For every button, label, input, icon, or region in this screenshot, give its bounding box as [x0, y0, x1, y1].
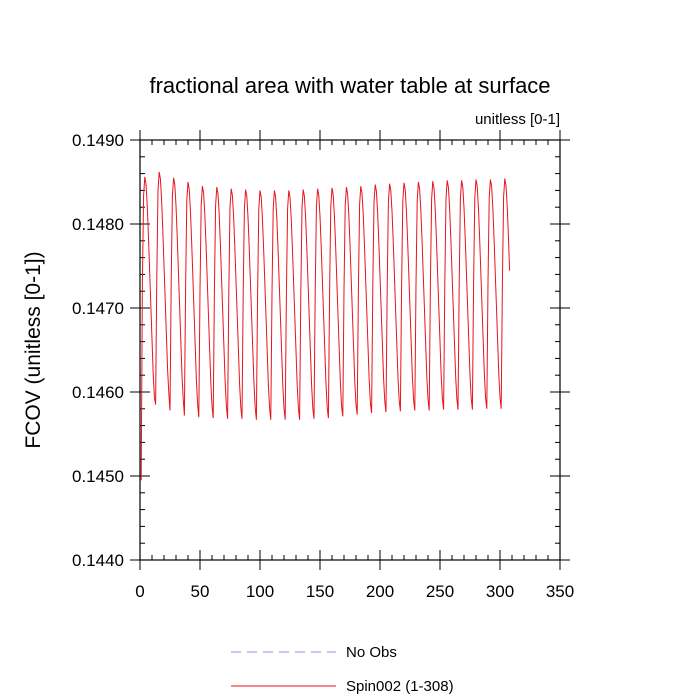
y-tick-label: 0.1480 [72, 215, 124, 234]
y-tick-label: 0.1440 [72, 551, 124, 570]
chart-title: fractional area with water table at surf… [149, 73, 550, 98]
y-tick-label: 0.1460 [72, 383, 124, 402]
chart-subtitle: unitless [0-1] [475, 111, 560, 128]
legend: No Obs Spin002 (1-308) [231, 644, 454, 695]
y-tick-label: 0.1470 [72, 299, 124, 318]
legend-label-spin002: Spin002 (1-308) [346, 678, 454, 695]
y-axis: 0.1440 0.1450 0.1460 0.1470 0.1480 0.1490 [72, 131, 570, 570]
y-axis-label: FCOV (unitless [0-1]) [22, 251, 45, 448]
legend-label-no-obs: No Obs [346, 644, 397, 661]
plot-border [139, 139, 561, 561]
x-tick-label: 100 [246, 582, 274, 601]
x-tick-label: 50 [191, 582, 210, 601]
plot-frame [139, 139, 561, 561]
y-tick-label: 0.1490 [72, 131, 124, 150]
x-axis: 0 50 100 150 200 250 300 350 [135, 130, 574, 601]
y-tick-label: 0.1450 [72, 467, 124, 486]
x-tick-label: 200 [366, 582, 394, 601]
x-tick-label: 350 [546, 582, 574, 601]
series-line-spin002 [140, 171, 511, 481]
series-layer [140, 171, 511, 481]
x-tick-label: 300 [486, 582, 514, 601]
x-tick-label: 250 [426, 582, 454, 601]
x-tick-label: 0 [135, 582, 144, 601]
x-tick-label: 150 [306, 582, 334, 601]
